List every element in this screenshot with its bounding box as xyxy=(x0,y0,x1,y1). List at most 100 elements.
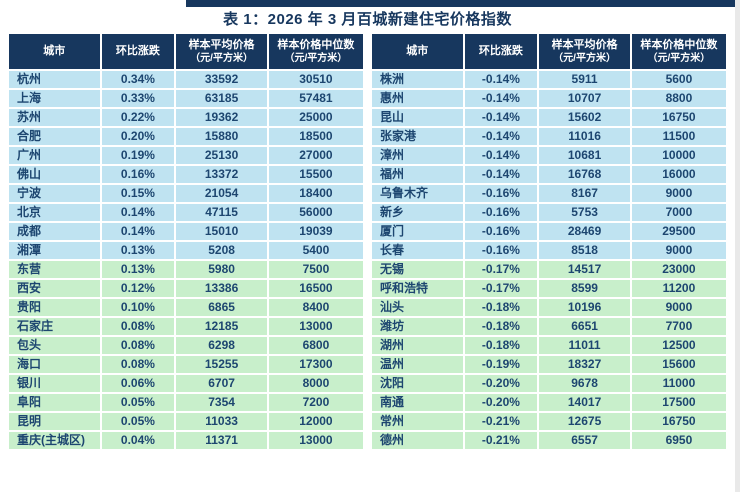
cell-city: 福州 xyxy=(370,164,465,185)
cell-change: 0.33% xyxy=(99,88,177,109)
table-row: 潍坊 -0.18% 6651 7700 xyxy=(370,316,729,337)
cell-change: 0.08% xyxy=(99,354,177,375)
cell-median: 11200 xyxy=(629,278,729,299)
table-row: 银川 0.06% 6707 8000 xyxy=(7,373,366,394)
cell-avg: 15880 xyxy=(174,126,269,147)
cell-median: 9000 xyxy=(629,297,729,318)
cell-city: 海口 xyxy=(7,354,102,375)
cell-city: 宁波 xyxy=(7,183,102,204)
cell-change: -0.14% xyxy=(462,107,540,128)
column-header: 城市 xyxy=(370,32,465,71)
cell-avg: 10681 xyxy=(537,145,632,166)
cell-avg: 5753 xyxy=(537,202,632,223)
cell-avg: 47115 xyxy=(174,202,269,223)
cell-change: -0.14% xyxy=(462,126,540,147)
cell-avg: 63185 xyxy=(174,88,269,109)
cell-change: 0.13% xyxy=(99,259,177,280)
table-row: 宁波 0.15% 21054 18400 xyxy=(7,183,366,204)
cell-median: 15500 xyxy=(266,164,366,185)
cell-median: 11000 xyxy=(629,373,729,394)
cell-median: 8000 xyxy=(266,373,366,394)
cell-median: 16750 xyxy=(629,107,729,128)
cell-city: 湘潭 xyxy=(7,240,102,261)
table-row: 长春 -0.16% 8518 9000 xyxy=(370,240,729,261)
table-row: 湖州 -0.18% 11011 12500 xyxy=(370,335,729,356)
cell-city: 惠州 xyxy=(370,88,465,109)
table-row: 湘潭 0.13% 5208 5400 xyxy=(7,240,366,261)
column-header: 样本平均价格 （元/平方米） xyxy=(537,32,632,71)
cell-change: 0.08% xyxy=(99,335,177,356)
cell-change: 0.04% xyxy=(99,430,177,451)
cell-median: 8800 xyxy=(629,88,729,109)
cell-change: 0.34% xyxy=(99,69,177,90)
column-header: 样本价格中位数 （元/平方米） xyxy=(266,32,366,71)
table-row: 常州 -0.21% 12675 16750 xyxy=(370,411,729,432)
cell-median: 18400 xyxy=(266,183,366,204)
table-row: 昆山 -0.14% 15602 16750 xyxy=(370,107,729,128)
table-row: 佛山 0.16% 13372 15500 xyxy=(7,164,366,185)
cell-median: 6950 xyxy=(629,430,729,451)
cell-median: 11500 xyxy=(629,126,729,147)
cell-avg: 8599 xyxy=(537,278,632,299)
table-title: 表 1：2026 年 3 月百城新建住宅价格指数 xyxy=(223,11,512,28)
header-row: 城市 环比涨跌 样本平均价格 （元/平方米） 样本价格中位数 （元/平方米） xyxy=(370,32,729,71)
cell-avg: 6707 xyxy=(174,373,269,394)
cell-city: 合肥 xyxy=(7,126,102,147)
column-header: 环比涨跌 xyxy=(99,32,177,71)
cell-change: 0.14% xyxy=(99,221,177,242)
cell-city: 张家港 xyxy=(370,126,465,147)
cell-avg: 10707 xyxy=(537,88,632,109)
cell-city: 贵阳 xyxy=(7,297,102,318)
table-row: 无锡 -0.17% 14517 23000 xyxy=(370,259,729,280)
table-row: 石家庄 0.08% 12185 13000 xyxy=(7,316,366,337)
cell-change: 0.05% xyxy=(99,392,177,413)
cell-change: -0.18% xyxy=(462,316,540,337)
cell-change: 0.06% xyxy=(99,373,177,394)
cell-avg: 8518 xyxy=(537,240,632,261)
cell-change: -0.17% xyxy=(462,259,540,280)
cell-avg: 15602 xyxy=(537,107,632,128)
cell-median: 30510 xyxy=(266,69,366,90)
cell-city: 广州 xyxy=(7,145,102,166)
cell-city: 西安 xyxy=(7,278,102,299)
cell-median: 9000 xyxy=(629,183,729,204)
table-row: 沈阳 -0.20% 9678 11000 xyxy=(370,373,729,394)
cell-avg: 11033 xyxy=(174,411,269,432)
cell-city: 东营 xyxy=(7,259,102,280)
cell-city: 长春 xyxy=(370,240,465,261)
cell-avg: 7354 xyxy=(174,392,269,413)
cell-median: 9000 xyxy=(629,240,729,261)
cell-city: 南通 xyxy=(370,392,465,413)
cell-avg: 14517 xyxy=(537,259,632,280)
cell-city: 呼和浩特 xyxy=(370,278,465,299)
cell-avg: 10196 xyxy=(537,297,632,318)
cell-city: 温州 xyxy=(370,354,465,375)
cell-avg: 15255 xyxy=(174,354,269,375)
cell-city: 重庆(主城区) xyxy=(7,430,102,451)
cell-change: 0.12% xyxy=(99,278,177,299)
column-header: 城市 xyxy=(7,32,102,71)
table-row: 成都 0.14% 15010 19039 xyxy=(7,221,366,242)
cell-avg: 11011 xyxy=(537,335,632,356)
table-row: 温州 -0.19% 18327 15600 xyxy=(370,354,729,375)
cell-avg: 11016 xyxy=(537,126,632,147)
cell-city: 苏州 xyxy=(7,107,102,128)
cell-median: 12500 xyxy=(629,335,729,356)
table-row: 张家港 -0.14% 11016 11500 xyxy=(370,126,729,147)
table-row: 杭州 0.34% 33592 30510 xyxy=(7,69,366,90)
top-divider-bar xyxy=(186,0,735,7)
cell-median: 13000 xyxy=(266,430,366,451)
cell-change: -0.14% xyxy=(462,88,540,109)
cell-change: -0.20% xyxy=(462,373,540,394)
cell-city: 杭州 xyxy=(7,69,102,90)
cell-median: 10000 xyxy=(629,145,729,166)
cell-change: 0.20% xyxy=(99,126,177,147)
table-row: 上海 0.33% 63185 57481 xyxy=(7,88,366,109)
cell-avg: 13372 xyxy=(174,164,269,185)
table-row: 海口 0.08% 15255 17300 xyxy=(7,354,366,375)
cell-median: 16750 xyxy=(629,411,729,432)
cell-avg: 19362 xyxy=(174,107,269,128)
table-row: 东营 0.13% 5980 7500 xyxy=(7,259,366,280)
cell-avg: 6651 xyxy=(537,316,632,337)
cell-median: 7200 xyxy=(266,392,366,413)
